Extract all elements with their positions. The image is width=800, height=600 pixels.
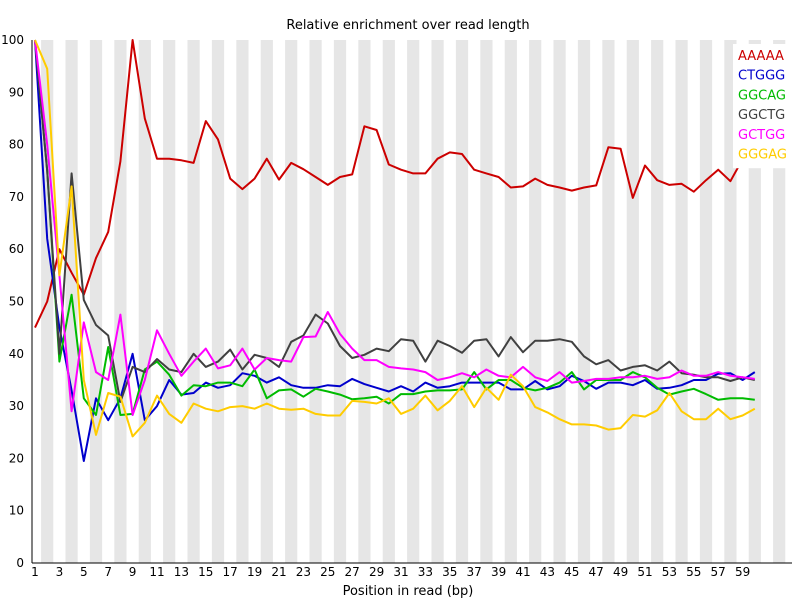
y-tick-label: 70: [9, 190, 24, 204]
x-tick-label: 55: [686, 565, 701, 579]
x-tick-labels: 1 3 5 7 9 11 13 15 17 19 21 23 25 27 29 31 33 35 37 39 41 43 4…: [31, 565, 750, 579]
x-tick-label: 19: [247, 565, 262, 579]
y-tick-label: 50: [9, 295, 24, 309]
x-tick-label: 1: [31, 565, 39, 579]
grid-band: [285, 40, 298, 563]
grid-band: [651, 40, 664, 563]
x-tick-label: 9: [129, 565, 137, 579]
legend-label: CTGGG: [738, 69, 785, 84]
x-tick-label: 31: [393, 565, 408, 579]
grid-band: [333, 40, 347, 563]
x-tick-label: 13: [174, 565, 189, 579]
legend-label: GGCTG: [738, 108, 785, 123]
grid-band: [260, 40, 273, 563]
x-tick-label: 49: [613, 565, 628, 579]
x-tick-label: 39: [491, 565, 506, 579]
grid-band: [626, 40, 639, 563]
series-line-aaaaa: [34, 39, 756, 329]
y-tick-label: 40: [9, 347, 24, 361]
grid-band: [504, 40, 517, 563]
x-tick-label: 23: [296, 565, 311, 579]
x-tick-label: 33: [418, 565, 433, 579]
grid-band: [382, 40, 395, 563]
legend-label: GCTGG: [738, 128, 785, 143]
grid-band: [773, 40, 786, 563]
x-tick-label: 59: [735, 565, 750, 579]
grid-band: [675, 40, 688, 563]
x-tick-label: 35: [442, 565, 457, 579]
legend-box: [733, 44, 789, 169]
grid-band: [138, 40, 151, 563]
x-tick-label: 43: [540, 565, 555, 579]
x-tick-label: 29: [369, 565, 384, 579]
legend-label: GGCAG: [738, 88, 786, 103]
chart-title: Relative enrichment over read length: [286, 18, 529, 33]
series-line-gctgg: [34, 39, 755, 416]
y-tick-label: 100: [1, 33, 24, 47]
grid-band: [455, 40, 469, 563]
grid-band: [236, 40, 249, 563]
x-tick-label: 45: [564, 565, 579, 579]
series-lines: [34, 39, 756, 462]
x-tick-label: 5: [80, 565, 88, 579]
grid-band: [211, 40, 225, 563]
y-tick-label: 90: [9, 85, 24, 99]
x-tick-label: 47: [589, 565, 604, 579]
grid-band: [553, 40, 566, 563]
legend-label: AAAAA: [738, 49, 784, 64]
grid-band: [748, 40, 761, 563]
x-tick-label: 27: [345, 565, 360, 579]
series-line-gggag: [34, 39, 756, 438]
grid-band: [724, 40, 737, 563]
grid-band: [577, 40, 591, 563]
grid-band: [187, 40, 200, 563]
grid-band: [309, 40, 322, 563]
x-tick-label: 53: [662, 565, 677, 579]
x-tick-label: 15: [198, 565, 213, 579]
grid-band: [358, 40, 371, 563]
y-tick-label: 80: [9, 138, 24, 152]
y-tick-label: 30: [9, 399, 24, 413]
x-tick-label: 37: [467, 565, 482, 579]
grid-band: [480, 40, 493, 563]
series-line-ggctg: [34, 39, 756, 403]
x-tick-label: 25: [320, 565, 335, 579]
grid-band: [89, 40, 103, 563]
x-axis-title: Position in read (bp): [343, 584, 474, 599]
y-tick-label: 10: [9, 504, 24, 518]
grid-band: [431, 40, 444, 563]
x-tick-label: 21: [271, 565, 286, 579]
x-tick-label: 57: [711, 565, 726, 579]
axes: [31, 40, 792, 564]
y-tick-label: 20: [9, 451, 24, 465]
y-tick-label: 0: [16, 556, 24, 570]
x-tick-label: 17: [223, 565, 238, 579]
y-tick-label: 60: [9, 242, 24, 256]
plot-background-bands: [41, 40, 786, 563]
grid-band: [407, 40, 420, 563]
series-line-ggcag: [34, 39, 755, 416]
grid-band: [602, 40, 615, 563]
grid-band: [163, 40, 176, 563]
x-tick-label: 3: [56, 565, 64, 579]
x-tick-label: 11: [149, 565, 164, 579]
grid-band: [114, 40, 127, 563]
grid-band: [699, 40, 713, 563]
legend-label: GGGAG: [738, 148, 787, 163]
legend: AAAAA CTGGG GGCAG GGCTG GCTGG GGGAG: [733, 44, 789, 169]
x-tick-label: 51: [637, 565, 652, 579]
y-tick-labels: 0 10 20 30 40 50 60 70 80 90 100: [1, 33, 24, 570]
x-tick-label: 41: [515, 565, 530, 579]
series-line-ctggg: [34, 39, 756, 462]
x-tick-label: 7: [104, 565, 112, 579]
grid-band: [529, 40, 542, 563]
